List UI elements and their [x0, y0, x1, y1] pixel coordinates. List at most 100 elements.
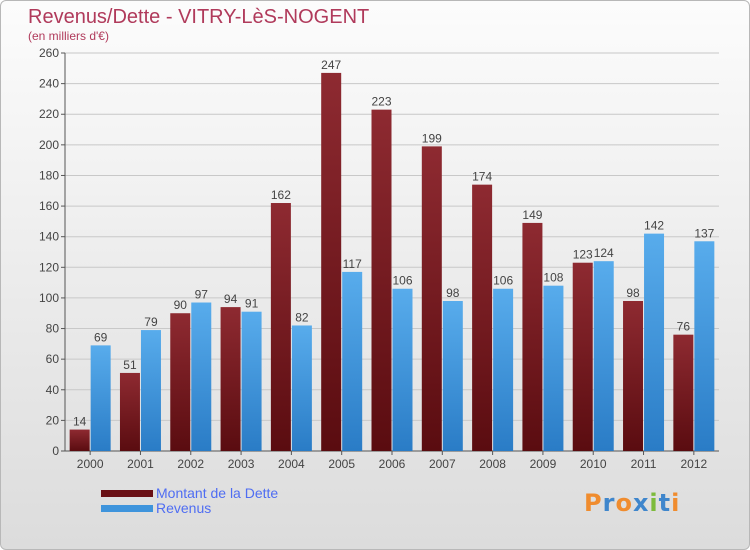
data-label: 76	[677, 320, 691, 334]
logo-letter: t	[658, 489, 672, 517]
data-label: 174	[472, 170, 492, 184]
grid-lines	[65, 52, 719, 452]
data-label: 97	[195, 288, 209, 302]
x-axis: 2000 2001 2002 2003 2004 2005 2006 2007 2008 2009…	[77, 451, 708, 471]
data-label: 124	[594, 246, 614, 260]
legend-swatch-dette	[101, 490, 153, 497]
revenus-bar	[90, 345, 111, 451]
dette-bar	[270, 203, 291, 451]
y-tick-label: 60	[46, 352, 60, 366]
revenus-bar	[694, 241, 715, 451]
data-label: 90	[174, 298, 188, 312]
data-label: 51	[123, 358, 137, 372]
revenus-bar	[191, 302, 212, 451]
dette-bar	[321, 72, 342, 452]
data-label: 247	[321, 58, 341, 72]
data-label: 98	[626, 286, 640, 300]
logo-letter: r	[602, 489, 616, 517]
revenus-bar	[644, 233, 665, 451]
dette-bar	[170, 313, 191, 451]
dette-bar	[220, 307, 241, 451]
chart-subtitle: (en milliers d'€)	[28, 29, 109, 43]
revenus-bar	[140, 330, 161, 451]
bar-chart: 0 20 40 60 80 100 120 140 160 180 200 220 240 260 14 6…	[39, 46, 719, 471]
y-tick-label: 80	[46, 322, 60, 336]
x-tick-label: 2012	[680, 457, 707, 471]
logo-letter: o	[615, 489, 633, 517]
y-tick-label: 260	[39, 46, 59, 60]
x-tick-label: 2006	[379, 457, 406, 471]
dette-bar	[69, 429, 90, 451]
x-tick-label: 2002	[177, 457, 204, 471]
dette-bar	[371, 109, 392, 451]
y-tick-label: 140	[39, 230, 59, 244]
y-tick-label: 120	[39, 260, 59, 274]
data-label: 199	[422, 131, 442, 145]
y-tick-label: 180	[39, 168, 59, 182]
data-label: 79	[144, 315, 158, 329]
data-label: 108	[543, 271, 563, 285]
y-tick-label: 220	[39, 107, 59, 121]
x-tick-label: 2001	[127, 457, 154, 471]
dette-bar	[623, 300, 644, 451]
x-tick-label: 2007	[429, 457, 456, 471]
revenus-bar	[543, 285, 564, 451]
y-tick-label: 40	[46, 383, 60, 397]
data-label: 162	[271, 188, 291, 202]
revenus-bar	[342, 271, 363, 451]
x-tick-label: 2010	[580, 457, 607, 471]
data-label: 223	[371, 95, 391, 109]
dette-bar	[572, 262, 593, 451]
y-axis: 0 20 40 60 80 100 120 140 160 180 200 220 240 260	[39, 46, 66, 458]
data-label: 69	[94, 330, 108, 344]
logo-letter: i	[649, 489, 659, 517]
data-label: 106	[493, 274, 513, 288]
data-label: 117	[343, 257, 362, 271]
data-label: 91	[245, 297, 259, 311]
dette-bar	[421, 146, 442, 451]
revenus-bar	[593, 261, 614, 451]
data-label: 149	[522, 208, 542, 222]
y-tick-label: 0	[52, 444, 59, 458]
data-label: 123	[573, 248, 593, 262]
dette-bar	[673, 334, 694, 451]
x-tick-label: 2005	[328, 457, 355, 471]
y-tick-label: 200	[39, 138, 59, 152]
x-tick-label: 2004	[278, 457, 305, 471]
x-tick-label: 2000	[77, 457, 104, 471]
data-label: 106	[392, 274, 412, 288]
data-labels: 14 69 51 79 90 97 94 91 162 82 247 117 223 106 199 98 17…	[73, 58, 715, 429]
y-tick-label: 240	[39, 77, 59, 91]
proxiti-logo: Proxiti	[584, 489, 680, 517]
dette-bar	[119, 372, 140, 451]
x-tick-label: 2003	[228, 457, 255, 471]
data-label: 94	[224, 292, 238, 306]
logo-letter: i	[671, 489, 681, 517]
revenus-bar	[493, 288, 514, 451]
bars	[69, 72, 715, 452]
y-tick-label: 100	[39, 291, 59, 305]
revenus-bar	[291, 325, 312, 451]
x-tick-label: 2011	[631, 457, 657, 471]
legend-label-revenus: Revenus	[156, 500, 212, 516]
data-label: 82	[295, 310, 309, 324]
data-label: 14	[73, 415, 87, 429]
revenus-bar	[442, 300, 463, 451]
revenus-bar	[241, 311, 262, 451]
legend-swatch-revenus	[101, 505, 153, 512]
chart-title: Revenus/Dette - VITRY-LèS-NOGENT	[28, 6, 370, 28]
data-label: 142	[644, 219, 664, 233]
logo-letter: P	[584, 489, 603, 517]
logo-letter: x	[632, 489, 650, 517]
dette-bar	[522, 222, 543, 451]
y-tick-label: 20	[46, 413, 60, 427]
legend-label-dette: Montant de la Dette	[156, 485, 279, 501]
data-label: 98	[446, 286, 460, 300]
data-label: 137	[694, 226, 714, 240]
x-tick-label: 2008	[479, 457, 506, 471]
x-tick-label: 2009	[530, 457, 557, 471]
dette-bar	[472, 184, 493, 451]
revenus-bar	[392, 288, 413, 451]
y-tick-label: 160	[39, 199, 59, 213]
